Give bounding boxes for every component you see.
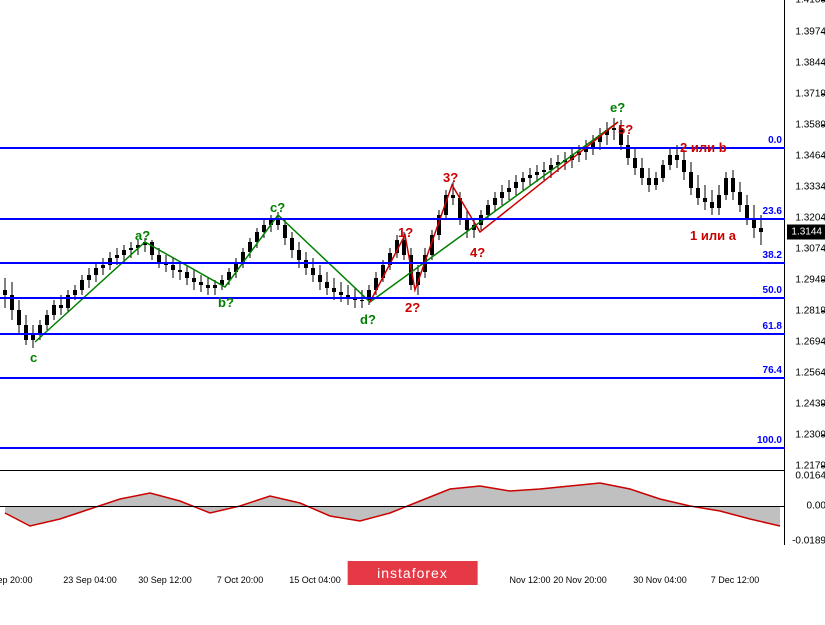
current-price-marker: 1.3144: [787, 225, 825, 240]
chart-container: 0.023.638.250.061.876.4100.0 ca?b?c?d?e?…: [0, 0, 785, 560]
main-chart: 0.023.638.250.061.876.4100.0 ca?b?c?d?e?…: [0, 0, 785, 470]
indicator-chart: 0.01640.00-0.0189: [0, 470, 785, 545]
watermark: instaforex: [347, 561, 478, 585]
indicator-zero-line: [0, 506, 785, 507]
price-chart-svg: [0, 0, 785, 470]
indicator-svg: [0, 471, 785, 546]
